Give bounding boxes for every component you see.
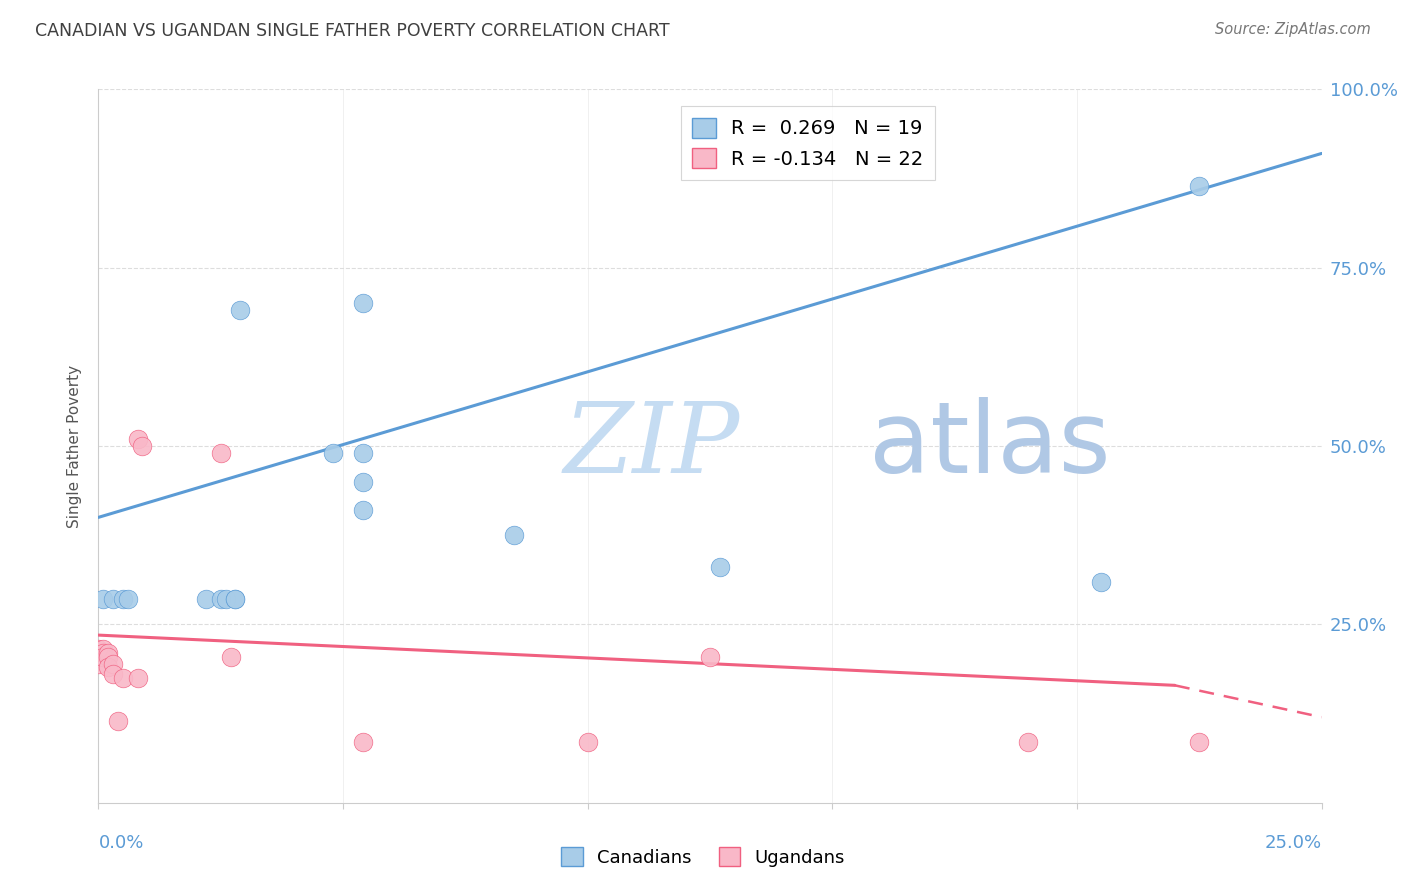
Point xyxy=(1188,735,1211,749)
Point xyxy=(352,735,374,749)
Point xyxy=(97,646,120,660)
Point xyxy=(1090,574,1112,589)
Text: Source: ZipAtlas.com: Source: ZipAtlas.com xyxy=(1215,22,1371,37)
Point xyxy=(1188,178,1211,193)
Point xyxy=(352,475,374,489)
Point xyxy=(117,592,139,607)
Point xyxy=(127,432,149,446)
Point xyxy=(97,649,120,664)
Text: 25.0%: 25.0% xyxy=(1264,834,1322,852)
Point xyxy=(91,592,114,607)
Point xyxy=(503,528,526,542)
Point xyxy=(111,592,134,607)
Point xyxy=(91,642,114,657)
Y-axis label: Single Father Poverty: Single Father Poverty xyxy=(67,365,83,527)
Point xyxy=(101,657,124,671)
Point xyxy=(209,446,232,460)
Point xyxy=(87,657,110,671)
Point xyxy=(224,592,246,607)
Point xyxy=(101,592,124,607)
Legend: Canadians, Ugandans: Canadians, Ugandans xyxy=(554,840,852,874)
Point xyxy=(91,646,114,660)
Point xyxy=(127,671,149,685)
Point xyxy=(107,714,129,728)
Point xyxy=(91,649,114,664)
Point xyxy=(352,446,374,460)
Point xyxy=(214,592,236,607)
Point xyxy=(1017,735,1039,749)
Point xyxy=(709,560,731,574)
Point xyxy=(101,667,124,681)
Point xyxy=(352,296,374,310)
Point xyxy=(224,592,246,607)
Text: atlas: atlas xyxy=(869,398,1111,494)
Point xyxy=(219,649,242,664)
Point xyxy=(131,439,153,453)
Point xyxy=(352,503,374,517)
Text: 0.0%: 0.0% xyxy=(98,834,143,852)
Point xyxy=(229,303,252,318)
Point xyxy=(111,671,134,685)
Text: CANADIAN VS UGANDAN SINGLE FATHER POVERTY CORRELATION CHART: CANADIAN VS UGANDAN SINGLE FATHER POVERT… xyxy=(35,22,669,40)
Point xyxy=(195,592,218,607)
Legend: R =  0.269   N = 19, R = -0.134   N = 22: R = 0.269 N = 19, R = -0.134 N = 22 xyxy=(681,106,935,180)
Point xyxy=(576,735,599,749)
Text: ZIP: ZIP xyxy=(564,399,740,493)
Point xyxy=(97,660,120,674)
Point xyxy=(87,642,110,657)
Point xyxy=(209,592,232,607)
Point xyxy=(699,649,721,664)
Point xyxy=(322,446,344,460)
